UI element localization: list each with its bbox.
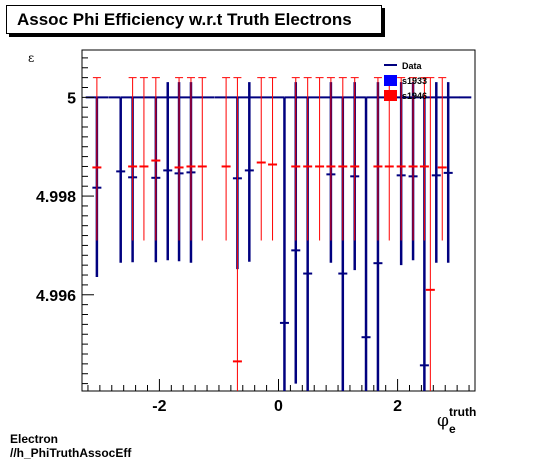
x-axis-label-sup: truth [449, 405, 476, 419]
plot-frame [81, 49, 476, 392]
legend-label-data: Data [402, 61, 423, 71]
x-tick-label: 0 [274, 398, 283, 415]
x-axis-label: φ [437, 411, 449, 431]
plot-data [85, 77, 472, 391]
x-tick-label: 2 [393, 398, 402, 415]
legend-swatch-s1946 [384, 90, 397, 101]
footer-line-1: Electron [10, 432, 59, 446]
y-tick-label: 4.998 [36, 189, 76, 206]
series-s1946 [92, 77, 447, 391]
legend-label-s1946: s1946 [402, 91, 427, 101]
footer-line-2: //h_PhiTruthAssocEff [10, 446, 132, 460]
legend-swatch-s1933 [384, 75, 397, 86]
chart-title: Assoc Phi Efficiency w.r.t Truth Electro… [6, 5, 382, 34]
y-tick-label: 4.996 [36, 288, 76, 305]
plot-border [81, 49, 476, 392]
y-axis-label: ε [28, 51, 34, 65]
x-tick-label: -2 [152, 398, 166, 415]
plot-axes: -2 0 2 4.996 4.998 5 ε φ e truth [28, 51, 476, 436]
x-axis-label-sub: e [449, 422, 456, 436]
legend: Data s1933 s1946 [384, 61, 427, 101]
y-tick-label: 5 [67, 90, 76, 107]
legend-label-s1933: s1933 [402, 76, 427, 86]
